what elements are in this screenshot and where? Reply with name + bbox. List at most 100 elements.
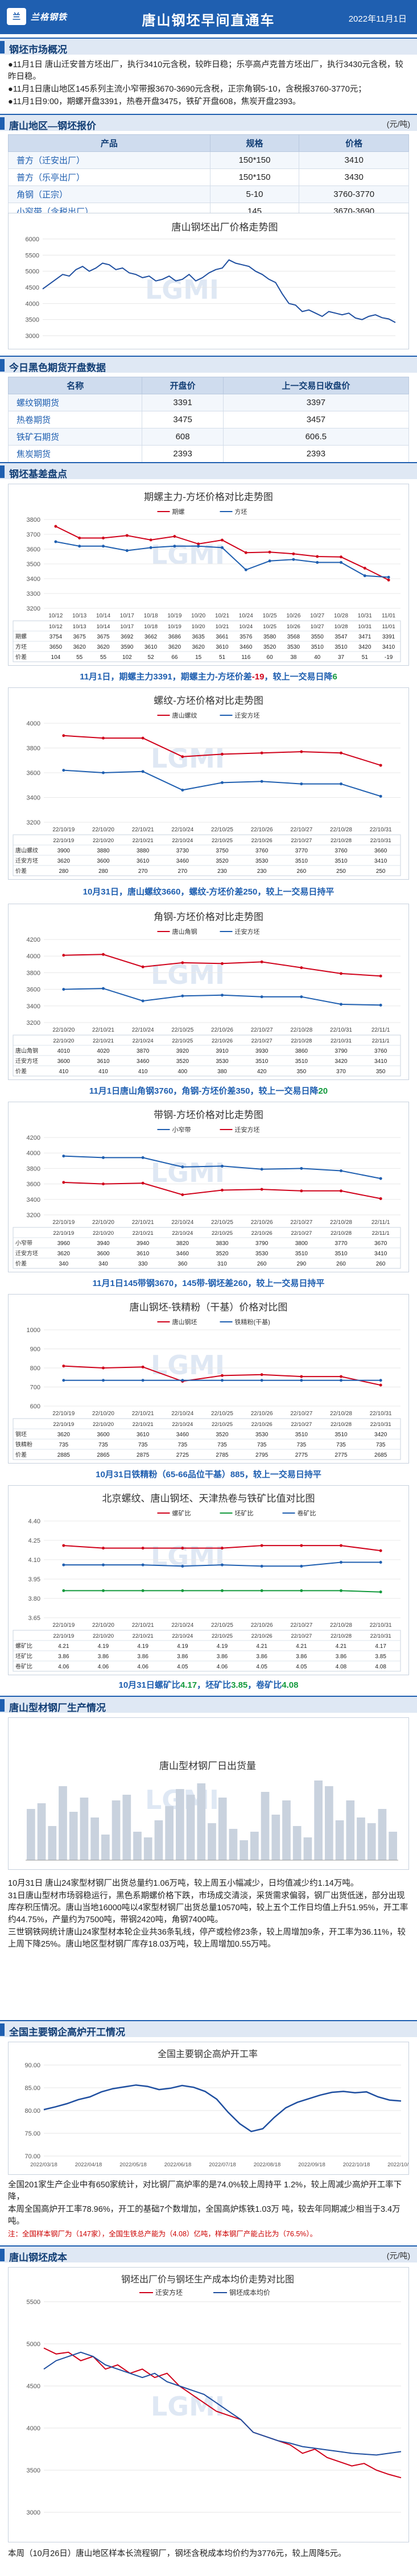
data-point bbox=[340, 1003, 342, 1006]
table-value-cell: 3.86 bbox=[137, 1654, 148, 1660]
data-point bbox=[260, 1379, 263, 1382]
prev-close: 606.5 bbox=[222, 428, 410, 446]
table-value-cell: 2885 bbox=[57, 1452, 71, 1458]
table-date-cell: 22/10/26 bbox=[212, 1038, 233, 1044]
data-point bbox=[260, 1373, 263, 1376]
table-value-cell: 55 bbox=[100, 654, 107, 661]
shipment-bar bbox=[208, 1823, 216, 1860]
x-tick-label: 22/10/27 bbox=[290, 1411, 312, 1417]
shipment-bar bbox=[80, 1798, 89, 1860]
x-tick-label: 22/10/31 bbox=[330, 1027, 352, 1033]
data-point bbox=[102, 953, 105, 956]
x-tick-label: 10/12 bbox=[48, 613, 63, 619]
x-tick-label: 22/10/27 bbox=[290, 827, 312, 833]
table-date-cell: 22/10/25 bbox=[212, 1421, 233, 1428]
table-value-cell: 3460 bbox=[176, 1432, 189, 1438]
text-paragraph: 三世钢铁网统计唐山24家型材本轮企业共36条轧线，停产或检修23条，较上周增加9… bbox=[8, 1928, 406, 1949]
y-tick-label: 4500 bbox=[26, 285, 39, 291]
y-tick-label: 4000 bbox=[27, 953, 40, 960]
data-point bbox=[54, 540, 57, 543]
table-value-cell: 104 bbox=[51, 654, 61, 661]
data-point bbox=[387, 578, 390, 582]
chart-title: 唐山钢坯-铁精粉（干基）价格对比图 bbox=[130, 1301, 288, 1313]
shipment-bar bbox=[143, 1837, 152, 1860]
table-date-cell: 10/17 bbox=[120, 624, 134, 630]
x-tick-label: 22/10/26 bbox=[251, 1411, 273, 1417]
data-point bbox=[141, 1563, 144, 1567]
table-value-cell: 3610 bbox=[137, 858, 150, 864]
table-value-cell: 3530 bbox=[216, 1058, 229, 1065]
table-date-cell: 10/31 bbox=[358, 624, 371, 630]
table-value-cell: 3520 bbox=[263, 644, 276, 650]
top-header-bar: 兰 兰格钢铁 唐山钢坯早间直通车 2022年11月1日 bbox=[0, 0, 417, 34]
y-tick-label: 3400 bbox=[27, 1003, 40, 1010]
table-date-cell: 22/10/21 bbox=[133, 1230, 154, 1237]
data-point bbox=[181, 961, 184, 965]
table-value-cell: 4.21 bbox=[296, 1643, 307, 1650]
data-point bbox=[62, 1155, 65, 1158]
table-row: 铁矿石期货 608 606.5 bbox=[7, 428, 410, 446]
legend-label: 小窄带 bbox=[172, 1126, 191, 1134]
x-tick-label: 10/31 bbox=[358, 613, 372, 619]
table-value-cell: 3510 bbox=[335, 858, 348, 864]
brand-logo[interactable]: 兰 兰格钢铁 bbox=[7, 8, 67, 25]
x-tick-label: 22/10/20 bbox=[92, 1411, 114, 1417]
table-value-cell: 410 bbox=[138, 1069, 148, 1075]
text-paragraph: 全国201家生产企业中有650家统计，对比钢厂高炉率的是74.0%较上周持平 1… bbox=[8, 2181, 402, 2202]
table-date-cell: 10/27 bbox=[311, 624, 324, 630]
basis-caption: 10月31日铁精粉（65-66品位干基）885，较上一交易日持平 bbox=[0, 1468, 417, 1480]
data-point bbox=[102, 537, 105, 539]
table-value-cell: 340 bbox=[59, 1261, 68, 1267]
x-tick-label: 22/10/28 bbox=[330, 827, 352, 833]
table-value-cell: 4.05 bbox=[296, 1664, 307, 1670]
shipment-bar bbox=[48, 1826, 57, 1860]
y-tick-label: 4200 bbox=[27, 1135, 40, 1141]
shipment-bar bbox=[218, 1798, 227, 1860]
table-row-label: 坯矿比 bbox=[15, 1652, 32, 1660]
blast-furnace-chart: 全国主要钢企高炉开工率 90.00 85.00 80.00 75.00 70.00 202… bbox=[8, 2042, 409, 2175]
table-date-cell: 22/10/24 bbox=[172, 1230, 193, 1237]
table-row: 螺纹钢期货 3391 3397 bbox=[7, 394, 410, 411]
open-price: 2393 bbox=[142, 445, 224, 463]
data-point bbox=[340, 751, 342, 755]
table-value-cell: 3860 bbox=[295, 1048, 308, 1054]
y-tick-label: 4.25 bbox=[28, 1538, 40, 1544]
table-value-cell: 4.19 bbox=[98, 1643, 109, 1650]
y-tick-label: 3200 bbox=[27, 1020, 40, 1027]
y-tick-label: 3200 bbox=[27, 605, 40, 612]
table-value-cell: 230 bbox=[217, 868, 227, 875]
table-value-cell: 3460 bbox=[137, 1058, 150, 1065]
table-value-cell: 3650 bbox=[49, 644, 63, 650]
table-date-cell: 22/10/26 bbox=[251, 1230, 273, 1237]
table-date-cell: 10/25 bbox=[263, 624, 276, 630]
table-date-cell: 22/10/28 bbox=[291, 1038, 312, 1044]
table-value-cell: 3610 bbox=[137, 1251, 150, 1257]
data-point bbox=[54, 525, 57, 528]
table-value-cell: 3420 bbox=[335, 1058, 348, 1065]
table-value-cell: 735 bbox=[217, 1442, 227, 1448]
x-tick-label: 22/10/24 bbox=[171, 1219, 193, 1226]
y-tick-label: 3600 bbox=[27, 987, 40, 994]
shipment-bar bbox=[271, 1815, 280, 1860]
table-value-cell: 250 bbox=[336, 868, 346, 875]
table-date-cell: 10/18 bbox=[144, 624, 158, 630]
y-tick-label: 4.40 bbox=[28, 1518, 40, 1525]
table-value-cell: 3750 bbox=[216, 848, 229, 854]
x-tick-label: 10/20 bbox=[191, 613, 205, 619]
product-cell: 普方（迁安出厂） bbox=[8, 151, 210, 169]
table-date-cell: 10/26 bbox=[287, 624, 300, 630]
table-value-cell: 3530 bbox=[255, 1251, 269, 1257]
data-point bbox=[181, 1379, 184, 1382]
section-billet-price: 唐山地区—钢坯报价 (元/吨) bbox=[0, 114, 417, 131]
table-date-cell: 22/10/21 bbox=[133, 1633, 154, 1639]
data-point bbox=[340, 555, 342, 559]
y-tick-label: 3400 bbox=[27, 1197, 40, 1203]
table-value-cell: 3660 bbox=[374, 848, 387, 854]
table-value-cell: 350 bbox=[296, 1069, 306, 1075]
text-paragraph: 31日唐山型材市场弱稳运行，黑色系期螺价格下跌，市场成交清淡，采货需求偏弱，钢厂… bbox=[8, 1891, 408, 1924]
data-point bbox=[379, 1379, 382, 1382]
table-value-cell: 3410 bbox=[374, 1058, 387, 1065]
shipment-bar bbox=[250, 1832, 259, 1860]
table-value-cell: 3.86 bbox=[256, 1654, 267, 1660]
